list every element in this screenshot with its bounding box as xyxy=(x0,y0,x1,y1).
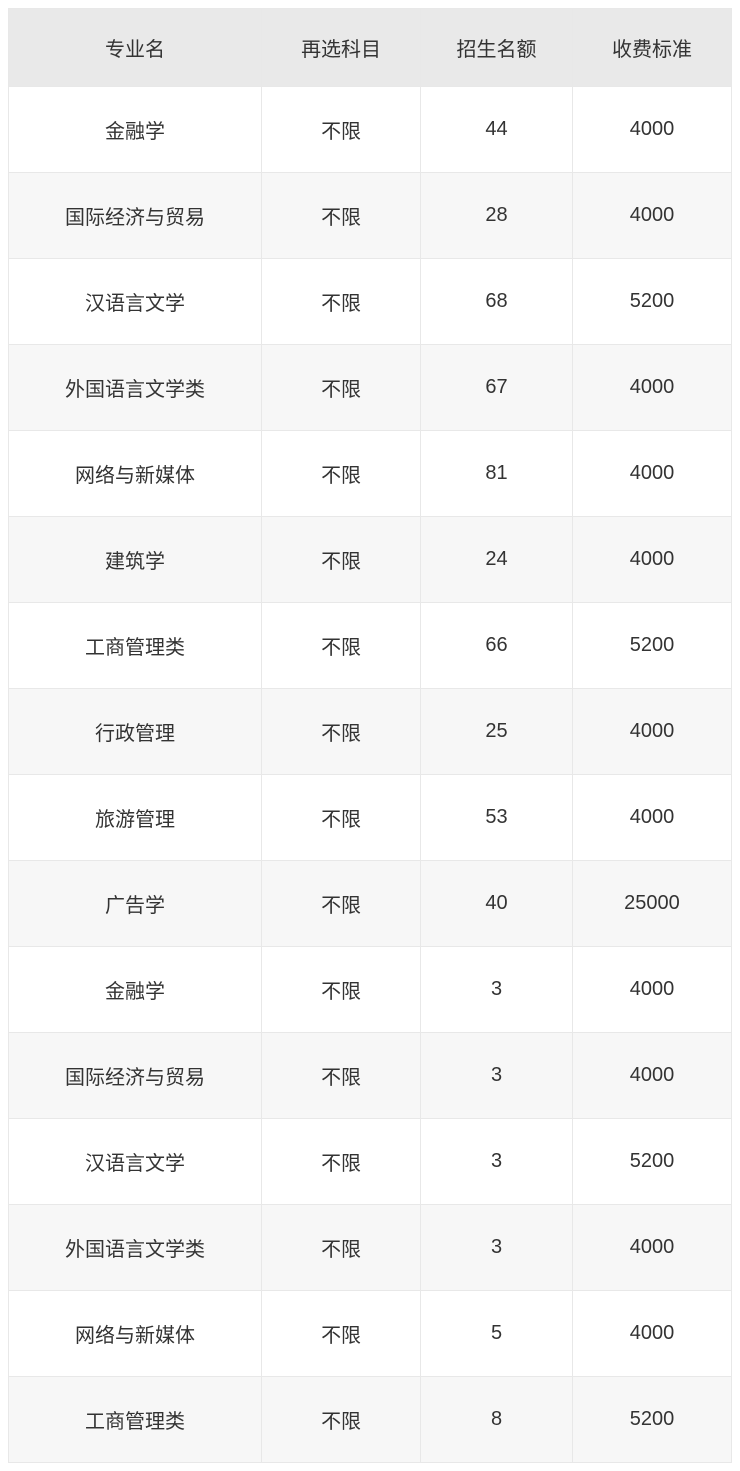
cell-fee: 4000 xyxy=(572,775,731,861)
table-header: 专业名 再选科目 招生名额 收费标准 xyxy=(9,9,732,87)
header-fee: 收费标准 xyxy=(572,9,731,87)
cell-major: 外国语言文学类 xyxy=(9,345,262,431)
table-row: 网络与新媒体不限814000 xyxy=(9,431,732,517)
cell-major: 金融学 xyxy=(9,87,262,173)
cell-quota: 8 xyxy=(421,1377,573,1463)
cell-major: 国际经济与贸易 xyxy=(9,173,262,259)
cell-fee: 4000 xyxy=(572,1205,731,1291)
cell-quota: 5 xyxy=(421,1291,573,1377)
cell-subject: 不限 xyxy=(262,345,421,431)
table-row: 外国语言文学类不限674000 xyxy=(9,345,732,431)
cell-subject: 不限 xyxy=(262,1119,421,1205)
cell-subject: 不限 xyxy=(262,1205,421,1291)
cell-major: 国际经济与贸易 xyxy=(9,1033,262,1119)
header-row: 专业名 再选科目 招生名额 收费标准 xyxy=(9,9,732,87)
cell-major: 建筑学 xyxy=(9,517,262,603)
cell-subject: 不限 xyxy=(262,603,421,689)
cell-major: 行政管理 xyxy=(9,689,262,775)
cell-subject: 不限 xyxy=(262,1033,421,1119)
cell-quota: 3 xyxy=(421,1033,573,1119)
cell-quota: 3 xyxy=(421,1205,573,1291)
cell-fee: 4000 xyxy=(572,431,731,517)
cell-fee: 4000 xyxy=(572,1291,731,1377)
cell-major: 工商管理类 xyxy=(9,1377,262,1463)
table-row: 国际经济与贸易不限284000 xyxy=(9,173,732,259)
cell-major: 广告学 xyxy=(9,861,262,947)
table-row: 行政管理不限254000 xyxy=(9,689,732,775)
cell-quota: 24 xyxy=(421,517,573,603)
cell-fee: 5200 xyxy=(572,1119,731,1205)
table-row: 汉语言文学不限35200 xyxy=(9,1119,732,1205)
cell-subject: 不限 xyxy=(262,947,421,1033)
cell-major: 外国语言文学类 xyxy=(9,1205,262,1291)
cell-fee: 4000 xyxy=(572,947,731,1033)
header-major: 专业名 xyxy=(9,9,262,87)
cell-subject: 不限 xyxy=(262,1291,421,1377)
cell-major: 金融学 xyxy=(9,947,262,1033)
cell-major: 工商管理类 xyxy=(9,603,262,689)
cell-fee: 4000 xyxy=(572,173,731,259)
cell-fee: 5200 xyxy=(572,603,731,689)
cell-fee: 4000 xyxy=(572,1033,731,1119)
cell-major: 网络与新媒体 xyxy=(9,431,262,517)
table-row: 网络与新媒体不限54000 xyxy=(9,1291,732,1377)
table-row: 金融学不限444000 xyxy=(9,87,732,173)
cell-quota: 44 xyxy=(421,87,573,173)
cell-subject: 不限 xyxy=(262,689,421,775)
table-row: 国际经济与贸易不限34000 xyxy=(9,1033,732,1119)
table-row: 工商管理类不限85200 xyxy=(9,1377,732,1463)
cell-subject: 不限 xyxy=(262,517,421,603)
cell-fee: 4000 xyxy=(572,345,731,431)
cell-major: 旅游管理 xyxy=(9,775,262,861)
majors-table: 专业名 再选科目 招生名额 收费标准 金融学不限444000国际经济与贸易不限2… xyxy=(8,8,732,1463)
table-row: 广告学不限4025000 xyxy=(9,861,732,947)
cell-major: 汉语言文学 xyxy=(9,259,262,345)
cell-quota: 81 xyxy=(421,431,573,517)
cell-fee: 5200 xyxy=(572,259,731,345)
cell-fee: 4000 xyxy=(572,517,731,603)
cell-fee: 25000 xyxy=(572,861,731,947)
cell-quota: 68 xyxy=(421,259,573,345)
cell-fee: 4000 xyxy=(572,689,731,775)
header-subject: 再选科目 xyxy=(262,9,421,87)
table-row: 外国语言文学类不限34000 xyxy=(9,1205,732,1291)
table-body: 金融学不限444000国际经济与贸易不限284000汉语言文学不限685200外… xyxy=(9,87,732,1463)
cell-subject: 不限 xyxy=(262,173,421,259)
cell-subject: 不限 xyxy=(262,259,421,345)
cell-major: 汉语言文学 xyxy=(9,1119,262,1205)
cell-quota: 40 xyxy=(421,861,573,947)
cell-quota: 3 xyxy=(421,947,573,1033)
table-row: 工商管理类不限665200 xyxy=(9,603,732,689)
cell-fee: 4000 xyxy=(572,87,731,173)
table-row: 金融学不限34000 xyxy=(9,947,732,1033)
cell-quota: 53 xyxy=(421,775,573,861)
cell-quota: 3 xyxy=(421,1119,573,1205)
cell-quota: 28 xyxy=(421,173,573,259)
cell-quota: 66 xyxy=(421,603,573,689)
cell-subject: 不限 xyxy=(262,775,421,861)
cell-subject: 不限 xyxy=(262,1377,421,1463)
cell-subject: 不限 xyxy=(262,431,421,517)
cell-subject: 不限 xyxy=(262,87,421,173)
cell-major: 网络与新媒体 xyxy=(9,1291,262,1377)
table-row: 建筑学不限244000 xyxy=(9,517,732,603)
header-quota: 招生名额 xyxy=(421,9,573,87)
table-row: 旅游管理不限534000 xyxy=(9,775,732,861)
cell-subject: 不限 xyxy=(262,861,421,947)
cell-quota: 67 xyxy=(421,345,573,431)
cell-quota: 25 xyxy=(421,689,573,775)
cell-fee: 5200 xyxy=(572,1377,731,1463)
table-row: 汉语言文学不限685200 xyxy=(9,259,732,345)
